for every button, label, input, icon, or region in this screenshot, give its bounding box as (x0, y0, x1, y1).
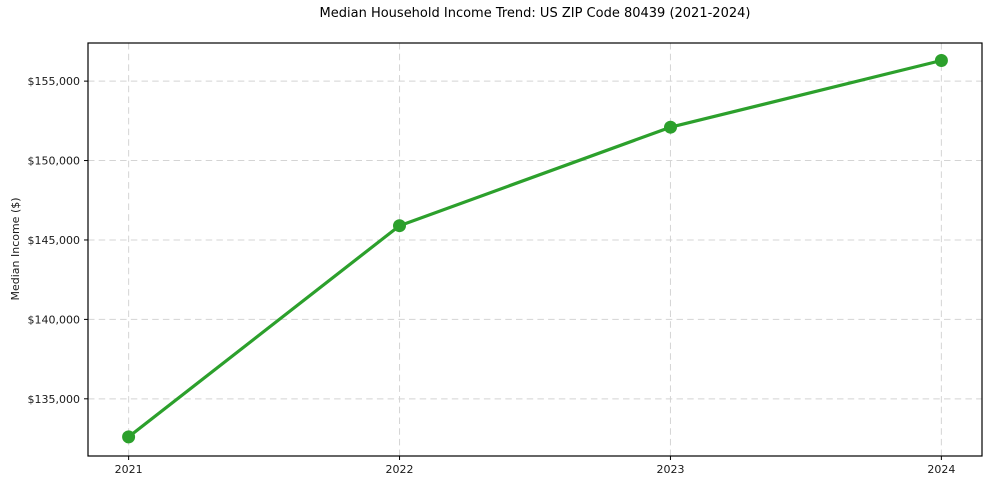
data-line (127, 58, 944, 439)
x-tick-label: 2024 (927, 463, 955, 476)
y-tick-label: $155,000 (28, 75, 81, 88)
y-axis-title: Median Income ($) (9, 197, 22, 300)
y-tick-label: $135,000 (28, 393, 81, 406)
data-point (393, 219, 406, 233)
chart-title: Median Household Income Trend: US ZIP Co… (319, 6, 751, 21)
plot-frame (87, 42, 983, 457)
x-tick-label: 2022 (386, 463, 414, 476)
data-point (934, 54, 948, 67)
data-series (122, 54, 948, 444)
y-tick-label: $150,000 (28, 155, 81, 168)
x-tick-label: 2021 (115, 463, 143, 476)
y-tick-label: $145,000 (28, 234, 81, 247)
data-point (122, 430, 136, 444)
axis-tick-labels: $135,000 $140,000 $145,000 $150,000 $155,000… (28, 75, 956, 476)
y-tick-label: $140,000 (28, 313, 81, 326)
axis-ticks (84, 80, 942, 460)
gridlines (88, 43, 982, 456)
x-tick-label: 2023 (656, 463, 684, 476)
data-point (664, 120, 677, 134)
